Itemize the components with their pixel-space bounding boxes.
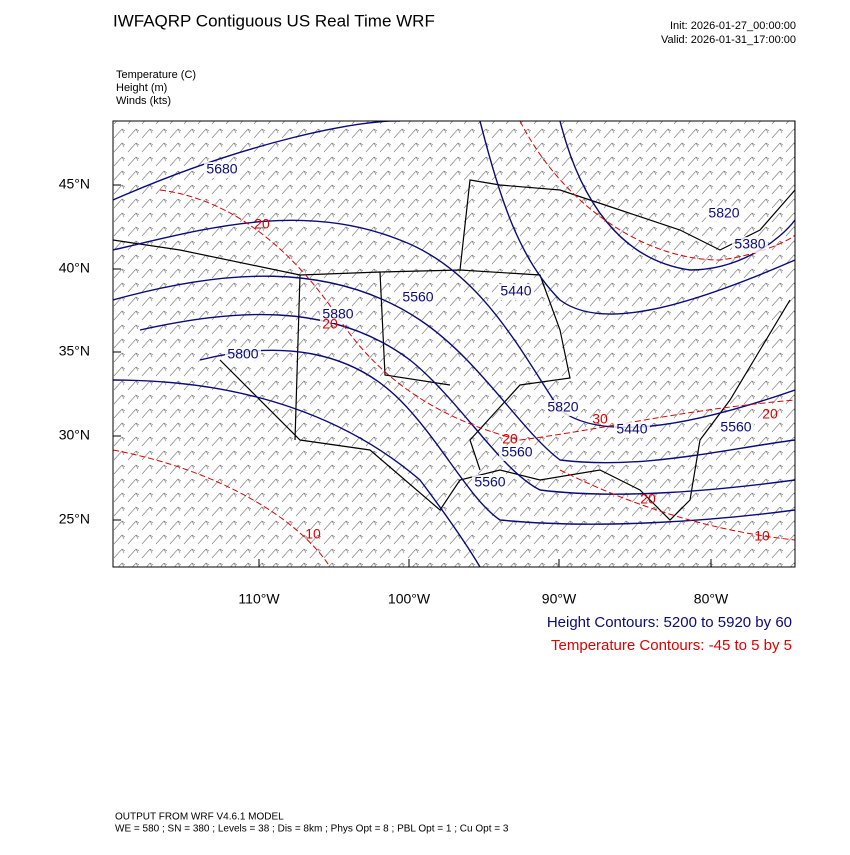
lat-label: 25°N (59, 511, 90, 527)
height-label-box (614, 422, 650, 438)
height-label: 5820 (708, 205, 739, 221)
temperature-label: 10 (754, 528, 770, 544)
temperature-label: 20 (762, 406, 778, 422)
footer-model: OUTPUT FROM WRF V4.6.1 MODEL (115, 812, 284, 823)
field-label: Winds (kts) (116, 95, 171, 107)
height-label: 5440 (616, 421, 647, 437)
height-label-box (732, 237, 768, 253)
temperature-label: 20 (322, 316, 338, 332)
height-label: 5800 (227, 346, 258, 362)
height-legend: Height Contours: 5200 to 5920 by 60 (547, 614, 792, 631)
lat-label: 35°N (59, 343, 90, 359)
lon-label: 80°W (694, 591, 729, 607)
temperature-label: 30 (592, 411, 608, 427)
lon-label: 110°W (238, 591, 280, 607)
height-label-box (545, 400, 581, 416)
lat-label: 40°N (59, 260, 90, 276)
height-label-box (400, 290, 436, 306)
temperature-label: 20 (502, 431, 518, 447)
wind-barbs (113, 121, 795, 567)
lon-label: 90°W (542, 591, 577, 607)
temperature-label: 20 (254, 216, 270, 232)
height-label: 5680 (206, 161, 237, 177)
height-label-box (706, 206, 742, 222)
height-contours (113, 121, 795, 567)
height-label-box (498, 284, 534, 300)
borders (113, 121, 795, 521)
height-label: 5880 (322, 306, 353, 322)
height-label-box (320, 307, 356, 323)
height-label: 5560 (402, 289, 433, 305)
height-label: 5820 (547, 399, 578, 415)
height-label: 5560 (474, 474, 505, 490)
lon-label: 100°W (388, 591, 431, 607)
height-label-box (718, 420, 754, 436)
height-label-box (204, 162, 240, 178)
temperature-label: 20 (640, 491, 656, 507)
height-label: 5560 (720, 419, 751, 435)
init-time: Init: 2026-01-27_00:00:00 (670, 20, 796, 32)
title: IWFAQRP Contiguous US Real Time WRF (113, 11, 435, 30)
temperature-legend: Temperature Contours: -45 to 5 by 5 (551, 637, 792, 654)
height-label-box (225, 347, 261, 363)
field-label: Temperature (C) (116, 69, 196, 81)
height-label: 5560 (501, 444, 532, 460)
map-frame (112, 120, 796, 568)
height-label-box (499, 445, 535, 461)
height-label: 5380 (734, 236, 765, 252)
valid-time: Valid: 2026-01-31_17:00:00 (661, 34, 796, 46)
field-label: Height (m) (116, 82, 167, 94)
lat-label: 45°N (59, 176, 90, 192)
lat-label: 30°N (59, 427, 90, 443)
map-area (113, 121, 795, 567)
height-label: 5440 (500, 283, 531, 299)
height-label-box (472, 475, 508, 491)
footer-config: WE = 580 ; SN = 380 ; Levels = 38 ; Dis … (115, 824, 509, 835)
temperature-contours (113, 121, 795, 567)
temperature-label: 10 (305, 526, 321, 542)
